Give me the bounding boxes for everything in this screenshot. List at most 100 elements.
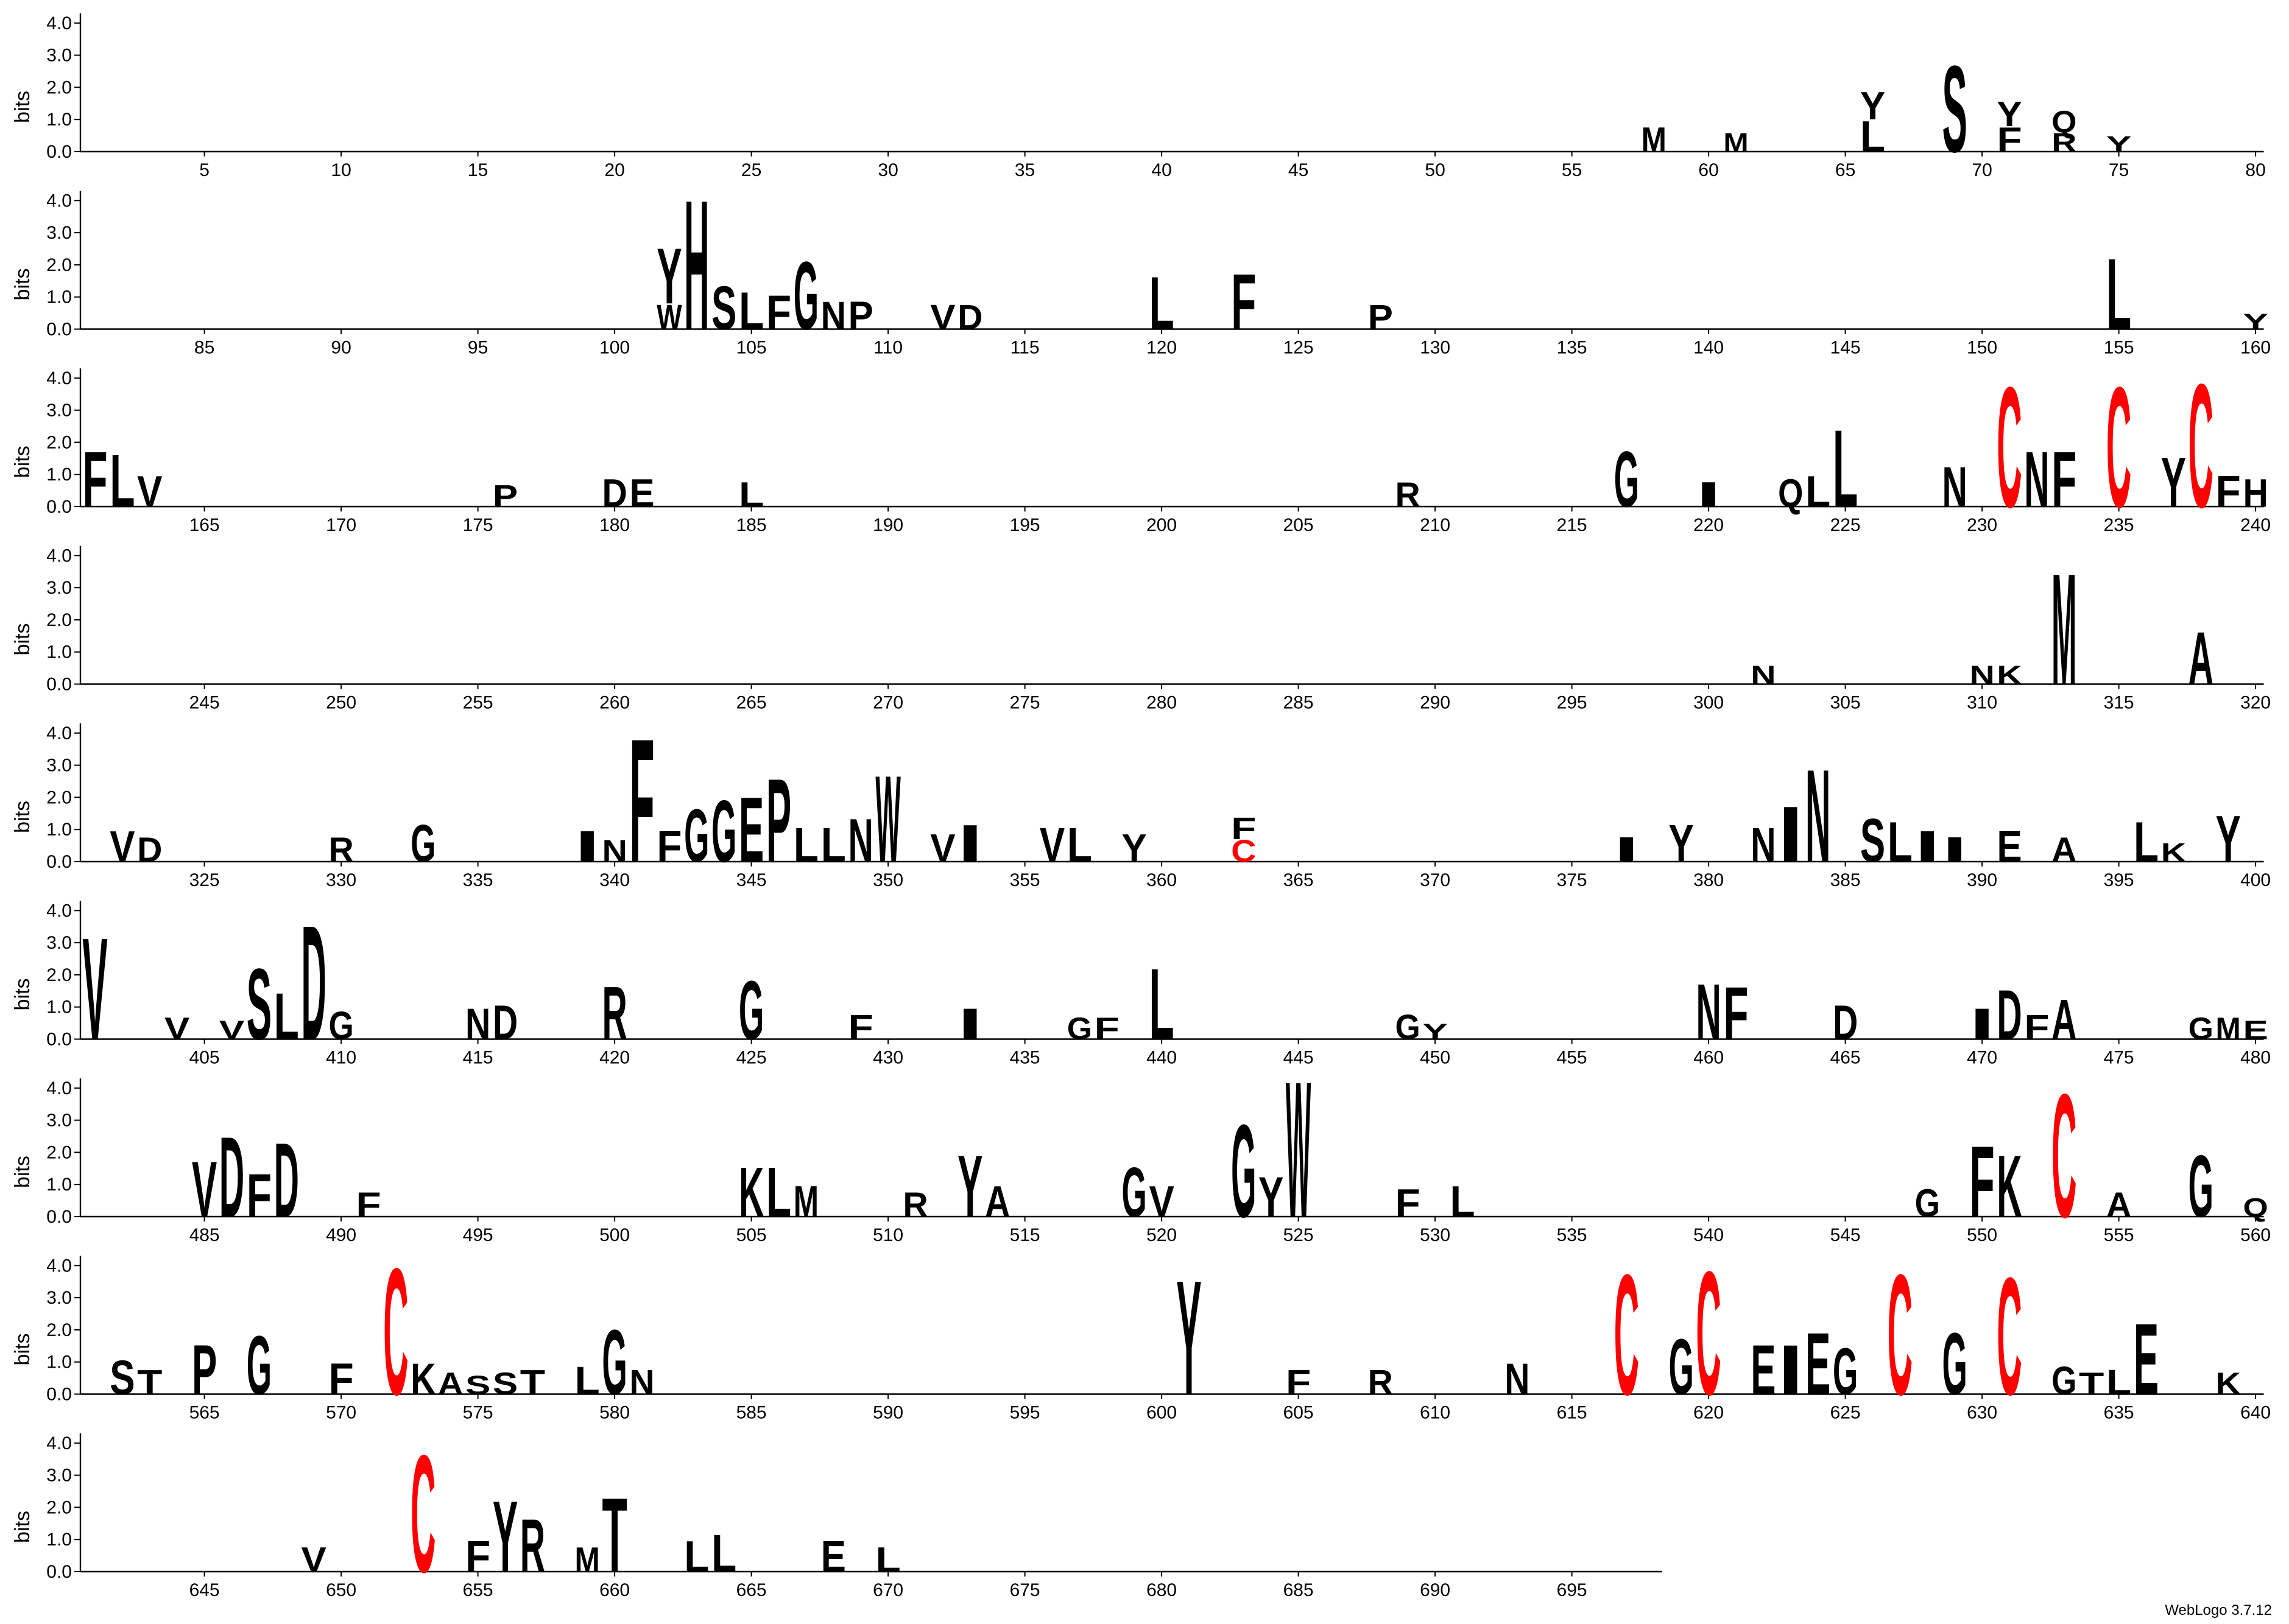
logo-letter: Y [1422,1019,1447,1044]
logo-letter: L [1067,818,1092,873]
logo-letter: V [82,907,107,1070]
logo-letter: G [1067,1011,1092,1046]
logo-letter: F [2051,435,2076,524]
logo-letter: R [903,1185,928,1225]
logo-letter: D [1833,996,1858,1050]
logo-letter: Y [1860,84,1885,128]
logo-letter: F [629,702,654,899]
logo-letter: G [2188,1011,2213,1046]
y-axis-label: bits [11,446,34,478]
logo-letter: F [328,1354,353,1404]
x-tick-label: 40 [1151,160,1171,180]
x-tick-label: 110 [873,338,903,358]
x-tick-label: 530 [1420,1225,1450,1245]
logo-letter: A [2106,1185,2131,1225]
x-tick-label: 10 [331,160,351,180]
logo-letter: M [1642,120,1666,160]
logo-letter: M [1723,128,1748,157]
logo-letter: G [328,1004,353,1048]
x-tick-label: 370 [1420,870,1450,890]
y-axis-label: bits [11,801,34,833]
x-tick-label: 430 [873,1048,903,1068]
logo-letter: L [1450,1176,1475,1226]
y-tick-label: 1.0 [46,465,72,485]
logo-letter: C [1997,351,2022,543]
logo-letter: F [1723,971,1748,1055]
logo-letter: N [629,1363,654,1402]
logo-letter: N [465,999,490,1049]
logo-letter: K [739,1153,764,1232]
logo-letter: M [794,1176,819,1226]
y-tick-label: 0.0 [46,1385,72,1405]
x-tick-label: 680 [1146,1580,1177,1600]
logo-letter: L [1149,261,1174,345]
y-tick-label: 3.0 [46,933,72,953]
logo-letter: L [711,1524,736,1583]
x-tick-label: 245 [189,693,220,713]
logo-letter: G [411,814,436,873]
x-tick-label: 360 [1146,870,1177,890]
x-tick-label: 685 [1283,1580,1314,1600]
logo-letter: L [110,438,135,522]
logo-letter: Y [1669,814,1694,873]
logo-letter: T [137,1363,162,1402]
logo-letter: A [2051,987,2076,1052]
x-tick-label: 165 [189,515,220,535]
logo-letter: G [1395,1008,1420,1047]
logo-letter: Y [2216,802,2241,876]
logo-letter: C [2188,347,2213,544]
logo-letter: V [930,826,955,870]
logo-letter: G [739,964,764,1057]
x-tick-label: 75 [2109,160,2129,180]
logo-letter: L [575,1359,600,1403]
logo-letter: C [1696,1234,1721,1432]
logo-letter: P [493,479,518,513]
logo-letter: V [192,1145,217,1234]
x-tick-label: 30 [878,160,898,180]
y-tick-label: 2.0 [46,787,72,807]
logo-letter: V [1040,818,1065,873]
logo-letter: L [274,980,299,1054]
x-tick-label: 580 [599,1403,630,1423]
y-axis-label: bits [11,979,34,1011]
logo-letter: E [1805,1315,1830,1413]
x-tick-label: 35 [1015,160,1035,180]
logo-letter: V [930,298,955,337]
y-tick-label: 3.0 [46,1111,72,1131]
x-tick-label: 675 [1010,1580,1040,1600]
x-tick-label: 510 [873,1225,903,1245]
logo-letter: W [875,750,900,888]
logo-letter: F [1095,1011,1120,1046]
logo-letter: G [684,793,709,877]
x-tick-label: 195 [1010,515,1040,535]
logo-letter: E [629,471,654,515]
x-tick-label: 520 [1146,1225,1177,1245]
x-tick-label: 150 [1967,338,1997,358]
x-tick-label: 185 [736,515,767,535]
logo-letter: F [247,1161,272,1230]
x-tick-label: 325 [189,870,220,890]
logo-letter: F [356,1185,381,1225]
logo-letter: G [794,242,819,350]
logo-letter: K [1997,1137,2022,1236]
logo-letter: P [1368,298,1393,337]
x-tick-label: 635 [2104,1403,2134,1423]
logo-letter: C [1614,1239,1639,1431]
logo-letter: S [493,1366,518,1401]
x-tick-label: 605 [1283,1403,1314,1423]
logo-letter: N [2024,435,2049,524]
x-tick-label: 610 [1420,1403,1450,1423]
logo-letter: C [383,1230,408,1432]
logo-letter: I [575,821,600,871]
x-tick-label: 50 [1425,160,1445,180]
x-tick-label: 475 [2104,1048,2134,1068]
y-tick-label: 0.0 [46,675,72,695]
x-tick-label: 590 [873,1403,903,1423]
logo-letter: A [985,1176,1010,1226]
logo-letter: M [2051,540,2076,718]
logo-letter: S [247,948,272,1061]
x-tick-label: 95 [468,338,488,358]
logo-letter: P [766,753,791,887]
logo-letter: C [411,1420,436,1607]
